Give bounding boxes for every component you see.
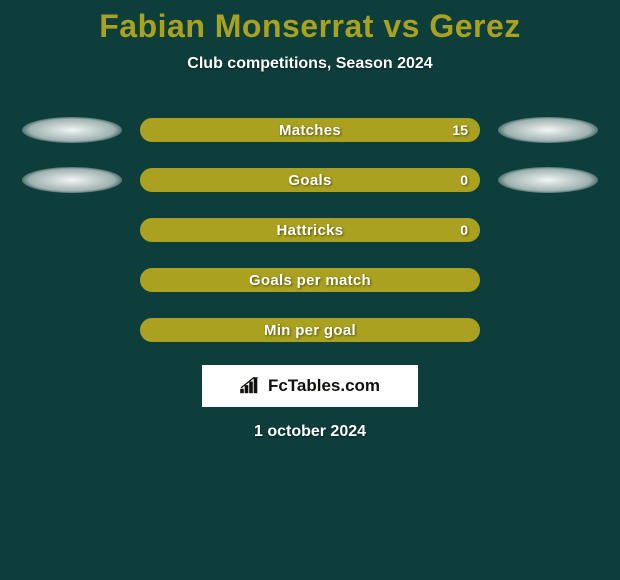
stat-bar: Hattricks 0	[140, 218, 480, 242]
stat-bar: Goals 0	[140, 168, 480, 192]
stat-value: 0	[460, 222, 468, 238]
stat-label: Matches	[279, 122, 341, 139]
stat-value: 0	[460, 172, 468, 188]
player-left-marker	[22, 117, 122, 143]
player-left-marker	[22, 167, 122, 193]
stat-bar: Goals per match	[140, 268, 480, 292]
date-text: 1 october 2024	[0, 423, 620, 441]
stat-label: Hattricks	[277, 222, 344, 239]
subtitle: Club competitions, Season 2024	[0, 55, 620, 73]
stat-label: Min per goal	[264, 322, 356, 339]
spacer	[498, 217, 598, 243]
page-title: Fabian Monserrat vs Gerez	[0, 0, 620, 45]
spacer	[498, 267, 598, 293]
stat-label: Goals	[288, 172, 331, 189]
stat-bar: Matches 15	[140, 118, 480, 142]
logo-text: FcTables.com	[268, 376, 380, 396]
stat-value: 15	[452, 122, 468, 138]
logo-box: FcTables.com	[202, 365, 418, 407]
stat-row: Min per goal	[0, 317, 620, 343]
stat-row: Hattricks 0	[0, 217, 620, 243]
comparison-infographic: Fabian Monserrat vs Gerez Club competiti…	[0, 0, 620, 580]
spacer	[498, 317, 598, 343]
stat-row: Matches 15	[0, 117, 620, 143]
spacer	[22, 267, 122, 293]
spacer	[22, 217, 122, 243]
bar-chart-icon	[240, 377, 262, 395]
stat-rows: Matches 15 Goals 0 Hattricks 0 Goals per match…	[0, 117, 620, 343]
stat-row: Goals 0	[0, 167, 620, 193]
stat-row: Goals per match	[0, 267, 620, 293]
spacer	[22, 317, 122, 343]
stat-label: Goals per match	[249, 272, 371, 289]
player-right-marker	[498, 167, 598, 193]
stat-bar: Min per goal	[140, 318, 480, 342]
player-right-marker	[498, 117, 598, 143]
